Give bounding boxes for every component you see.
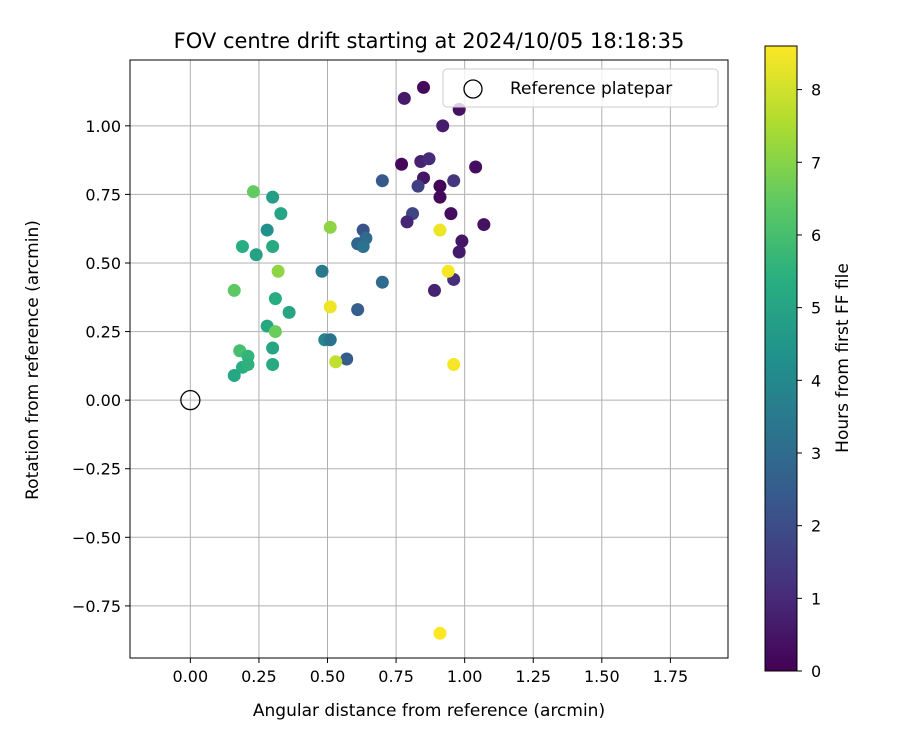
colorbar-ticks: 0 1 2 3 4 5 6 7 8 (797, 81, 821, 681)
data-point (375, 174, 389, 188)
x-tick-label: 1.25 (515, 667, 551, 686)
data-point (227, 368, 241, 382)
data-point (274, 207, 288, 221)
y-tick-label: −0.50 (72, 528, 121, 547)
grid-lines (130, 60, 728, 658)
data-point (266, 341, 280, 355)
data-point (444, 207, 458, 221)
colorbar-tick-label: 2 (811, 517, 821, 536)
data-point (447, 174, 461, 188)
data-point (268, 325, 282, 339)
y-tick-label: 1.00 (85, 117, 121, 136)
legend-reference-marker (463, 79, 483, 99)
data-points (180, 80, 491, 640)
data-point (241, 357, 255, 371)
x-tick-label: 1.75 (653, 667, 689, 686)
data-point (235, 240, 249, 254)
legend-box (442, 68, 719, 108)
legend-reference-label: Reference platepar (510, 79, 672, 99)
colorbar-tick-label: 8 (811, 81, 821, 100)
data-point (266, 240, 280, 254)
data-point (469, 160, 483, 174)
data-point (323, 300, 337, 314)
data-point (417, 80, 431, 94)
x-tick-label: 0.00 (173, 667, 209, 686)
data-point (249, 248, 263, 262)
data-point (356, 240, 370, 254)
x-tick-label: 1.50 (584, 667, 620, 686)
x-tick-label: 1.00 (447, 667, 483, 686)
data-point (271, 264, 285, 278)
colorbar-tick-label: 6 (811, 226, 821, 245)
colorbar-tick-label: 3 (811, 444, 821, 463)
data-point (266, 357, 280, 371)
colorbar-tick-label: 1 (811, 589, 821, 608)
data-point (282, 305, 296, 319)
data-point (477, 218, 491, 232)
data-point (329, 355, 343, 369)
y-axis-ticks: −0.75 −0.50 −0.25 0.00 0.25 0.50 0.75 1.00 (72, 117, 130, 616)
legend: Reference platepar (442, 68, 719, 108)
data-point (351, 303, 365, 317)
y-tick-label: 0.75 (85, 185, 121, 204)
data-point (433, 179, 447, 193)
data-point (422, 152, 436, 166)
data-point (315, 264, 329, 278)
data-point (375, 275, 389, 289)
data-point (227, 283, 241, 297)
y-tick-label: 0.50 (85, 254, 121, 273)
x-tick-label: 0.50 (310, 667, 346, 686)
reference-platepar-marker (180, 389, 201, 411)
data-point (260, 223, 274, 237)
x-tick-label: 0.75 (378, 667, 414, 686)
data-point (266, 190, 280, 204)
x-axis-ticks: 0.00 0.25 0.50 0.75 1.00 1.25 1.50 1.75 (173, 658, 689, 686)
data-point (441, 264, 455, 278)
x-tick-label: 0.25 (241, 667, 277, 686)
y-tick-label: 0.25 (85, 323, 121, 342)
colorbar-tick-label: 0 (811, 662, 821, 681)
y-tick-label: −0.25 (72, 460, 121, 479)
data-point (452, 245, 466, 259)
data-point (455, 234, 469, 248)
x-axis-title: Angular distance from reference (arcmin) (253, 701, 605, 721)
data-point (433, 626, 447, 640)
colorbar: 0 1 2 3 4 5 6 7 8 Hours from first FF file (764, 45, 853, 681)
colorbar-gradient (764, 45, 798, 672)
data-point (447, 357, 461, 371)
colorbar-tick-label: 5 (811, 299, 821, 318)
data-point (436, 119, 450, 133)
plot-frame (129, 59, 729, 659)
data-point (340, 352, 354, 366)
chart-title: FOV centre drift starting at 2024/10/05 … (174, 29, 685, 53)
data-point (397, 91, 411, 105)
data-point (433, 223, 447, 237)
y-tick-label: 0.00 (85, 391, 121, 410)
y-axis-title: Rotation from reference (arcmin) (23, 220, 43, 500)
data-point (427, 283, 441, 297)
y-tick-label: −0.75 (72, 597, 121, 616)
colorbar-title: Hours from first FF file (833, 263, 853, 453)
data-point (400, 215, 414, 229)
data-point (323, 220, 337, 234)
data-point (433, 190, 447, 204)
colorbar-tick-label: 7 (811, 153, 821, 172)
data-point (323, 333, 337, 347)
data-point (395, 157, 409, 171)
data-point (246, 185, 260, 199)
colorbar-tick-label: 4 (811, 371, 821, 390)
data-point (268, 292, 282, 306)
data-point (411, 179, 425, 193)
